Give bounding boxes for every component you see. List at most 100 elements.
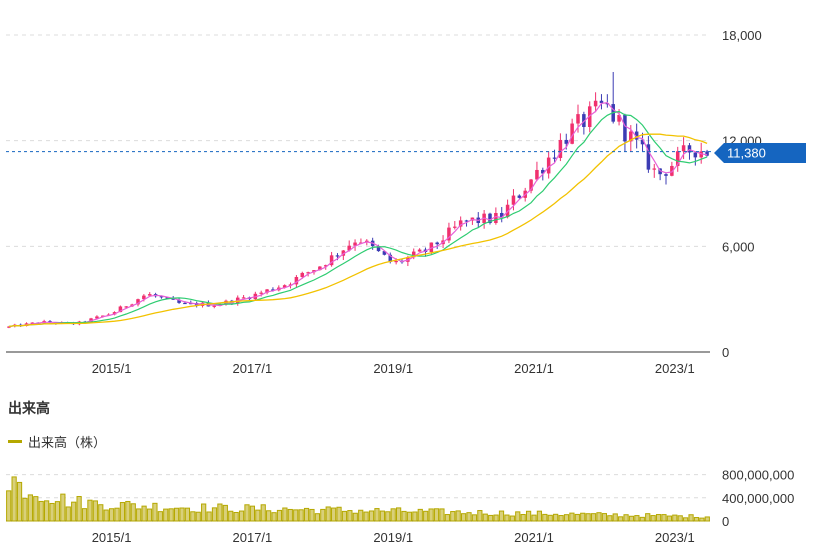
volume-bar [569, 512, 575, 522]
candle-body [464, 220, 469, 222]
volume-bar [423, 510, 429, 522]
candle-body [499, 212, 504, 218]
volume-bar [688, 514, 694, 522]
volume-bar [103, 509, 109, 522]
candle [582, 111, 586, 135]
candle-body [447, 227, 451, 241]
candle-body [652, 168, 657, 170]
volume-bar [320, 508, 326, 522]
candle [605, 94, 610, 108]
volume-section-title: 出来高 [8, 400, 50, 416]
volume-bar [271, 512, 277, 522]
volume-bar [309, 508, 315, 522]
current-price-label: 11,380 [727, 146, 766, 161]
volume-bar [157, 511, 163, 522]
volume-bar [477, 510, 483, 522]
volume-bar [244, 504, 250, 522]
candle-body [458, 220, 463, 227]
candle [382, 250, 387, 256]
ma-mid-line [8, 110, 708, 328]
volume-bar [634, 515, 640, 522]
volume-bar [585, 513, 591, 522]
volume-x-tick-label: 2023/1 [655, 530, 695, 545]
volume-bar [119, 502, 126, 522]
volume-bar [488, 514, 494, 522]
candle [136, 298, 140, 307]
volume-bar [27, 494, 33, 522]
volume-bar [455, 510, 461, 522]
candle-body [112, 312, 117, 315]
candle-body [576, 114, 580, 124]
volume-bar [87, 499, 93, 522]
candle [535, 161, 539, 182]
volume-bar [509, 515, 515, 522]
candle [587, 101, 592, 133]
volume-bar [498, 510, 505, 522]
candle-body [394, 260, 398, 263]
volume-chart: 800,000,000 400,000,000 0 2015/1 2017/1 2019/… [6, 468, 794, 545]
volume-bar [428, 508, 434, 522]
volume-bar [287, 508, 293, 522]
volume-bar [590, 513, 597, 522]
volume-bar [54, 501, 61, 522]
candle [640, 132, 645, 152]
volume-bar [76, 496, 82, 522]
candle [329, 251, 334, 267]
volume-bar [314, 513, 320, 522]
candle-body [323, 265, 328, 267]
volume-bar [655, 514, 662, 522]
volume-bar [233, 511, 239, 522]
volume-bar [125, 500, 131, 522]
volume-bar [515, 511, 521, 522]
volume-bar [666, 515, 672, 522]
volume-bar [222, 504, 228, 522]
volume-bar [547, 514, 553, 522]
volume-bar [282, 507, 288, 522]
volume-bar [114, 507, 120, 522]
volume-bar [11, 476, 17, 522]
volume-bar [612, 513, 618, 522]
candle [511, 189, 516, 211]
volume-bar [260, 504, 266, 522]
candle [623, 113, 627, 152]
candle [693, 152, 698, 166]
candle-body [640, 139, 645, 145]
volume-bar [352, 512, 358, 522]
candle-body [376, 246, 381, 252]
volume-bar [49, 502, 55, 522]
candle-body [411, 251, 416, 258]
volume-bar [98, 504, 104, 522]
volume-bar [693, 517, 700, 522]
volume-bar [195, 511, 201, 522]
volume-bar [401, 510, 407, 522]
volume-bar [460, 513, 467, 522]
volume-bar [211, 507, 218, 522]
volume-bar [553, 513, 559, 522]
candle [675, 146, 680, 172]
volume-bar [618, 516, 624, 522]
candle-body [183, 302, 187, 305]
price-x-tick-label: 2021/1 [514, 361, 554, 376]
candle [646, 136, 651, 173]
candle [470, 217, 475, 225]
volume-bar [22, 497, 28, 522]
candle [499, 207, 504, 223]
volume-bar [38, 500, 44, 522]
volume-legend-label: 出来高（株） [28, 435, 107, 450]
volume-bar [152, 502, 158, 522]
candle-body [329, 255, 334, 266]
candles [7, 71, 709, 329]
volume-bar [520, 514, 526, 522]
candle [464, 219, 469, 227]
candle [347, 240, 351, 252]
candle-body [136, 299, 140, 305]
candle-body [705, 151, 709, 156]
candle-body [294, 276, 299, 285]
volume-bar [385, 511, 391, 522]
candle [529, 178, 533, 194]
candle [95, 315, 99, 319]
candle-body [488, 213, 492, 223]
volume-bar [249, 505, 256, 522]
